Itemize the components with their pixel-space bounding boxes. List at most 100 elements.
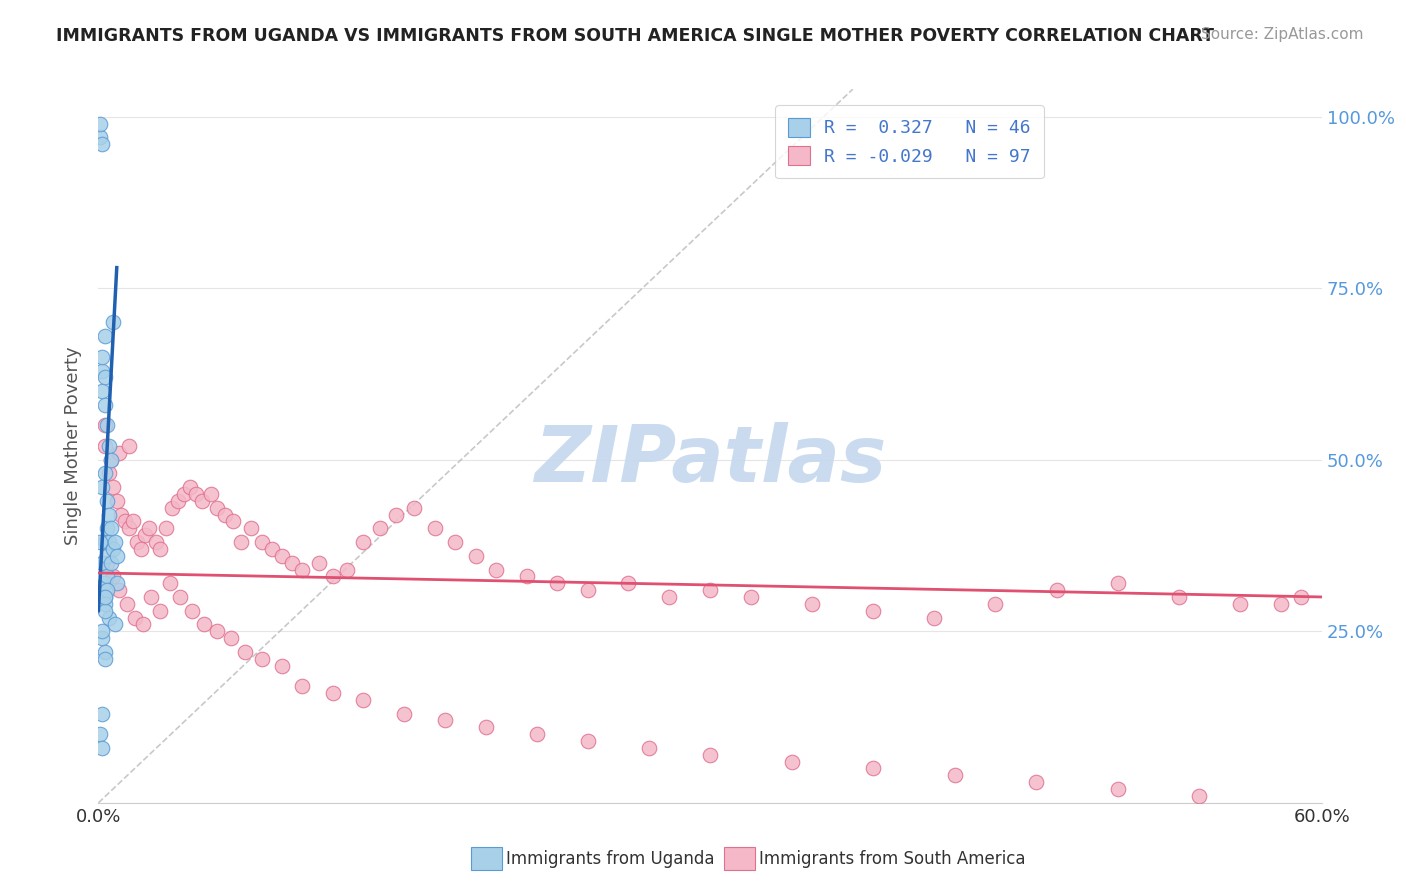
Point: [145, 535, 167, 549]
Point: [149, 541, 172, 556]
Point: [134, 528, 156, 542]
Point: [101, 316, 124, 330]
Point: [100, 452, 122, 467]
Point: [93, 418, 115, 433]
Point: [127, 535, 149, 549]
Point: [219, 631, 242, 645]
Point: [91, 590, 114, 604]
Point: [336, 562, 359, 576]
Point: [91, 556, 114, 570]
Point: [638, 740, 661, 755]
Point: [93, 590, 115, 604]
Point: [93, 535, 115, 549]
Point: [922, 610, 945, 624]
Point: [115, 597, 138, 611]
Point: [118, 439, 141, 453]
Point: [943, 768, 966, 782]
Point: [260, 541, 283, 556]
Point: [205, 500, 228, 515]
Point: [96, 556, 118, 570]
Point: [1107, 576, 1129, 591]
Point: [93, 398, 115, 412]
Point: [155, 521, 177, 535]
Point: [1167, 590, 1189, 604]
Point: [526, 727, 548, 741]
Point: [984, 597, 1007, 611]
Point: [322, 569, 344, 583]
Point: [516, 569, 538, 583]
Point: [392, 706, 416, 721]
Point: [546, 576, 568, 591]
Point: [434, 714, 457, 728]
Point: [444, 535, 467, 549]
Point: [423, 521, 446, 535]
Point: [93, 370, 115, 384]
Point: [291, 562, 314, 576]
Point: [100, 556, 122, 570]
Point: [404, 500, 426, 515]
Point: [93, 467, 115, 481]
Point: [91, 706, 114, 721]
Point: [193, 617, 215, 632]
Point: [100, 452, 122, 467]
Point: [101, 480, 124, 494]
Point: [96, 583, 118, 598]
Point: [96, 569, 118, 583]
Point: [91, 384, 114, 398]
Point: [114, 515, 136, 529]
Point: [91, 624, 114, 639]
Point: [699, 747, 721, 762]
Point: [1270, 597, 1292, 611]
Point: [240, 521, 263, 535]
Point: [801, 597, 824, 611]
Point: [96, 521, 118, 535]
Point: [576, 583, 599, 598]
Point: [186, 487, 208, 501]
Point: [862, 604, 884, 618]
Point: [1025, 775, 1047, 789]
Point: [97, 467, 120, 481]
Point: [780, 755, 803, 769]
Point: [91, 631, 114, 645]
Text: Immigrants from Uganda: Immigrants from Uganda: [506, 850, 714, 868]
Point: [96, 494, 118, 508]
Point: [93, 576, 115, 591]
Point: [160, 500, 183, 515]
Point: [191, 494, 214, 508]
Point: [91, 363, 114, 377]
Legend: R =  0.327   N = 46, R = -0.029   N = 97: R = 0.327 N = 46, R = -0.029 N = 97: [776, 105, 1043, 178]
Point: [352, 693, 374, 707]
Point: [222, 515, 245, 529]
Point: [233, 645, 256, 659]
Point: [89, 727, 111, 741]
Point: [91, 740, 114, 755]
Point: [100, 521, 122, 535]
Point: [93, 439, 115, 453]
Point: [97, 535, 120, 549]
Point: [105, 549, 128, 563]
Point: [291, 679, 314, 693]
Point: [108, 446, 131, 460]
Point: [1045, 583, 1069, 598]
Point: [104, 535, 127, 549]
Text: ZIPatlas: ZIPatlas: [534, 422, 886, 499]
Point: [169, 590, 191, 604]
Point: [105, 494, 128, 508]
Text: IMMIGRANTS FROM UGANDA VS IMMIGRANTS FROM SOUTH AMERICA SINGLE MOTHER POVERTY CO: IMMIGRANTS FROM UGANDA VS IMMIGRANTS FRO…: [56, 27, 1215, 45]
Point: [124, 610, 146, 624]
Point: [118, 521, 141, 535]
Point: [1107, 782, 1129, 797]
Point: [173, 487, 195, 501]
Point: [1291, 590, 1313, 604]
Point: [214, 508, 236, 522]
Point: [250, 535, 273, 549]
Point: [205, 624, 228, 639]
Point: [740, 590, 762, 604]
Point: [104, 617, 127, 632]
Point: [385, 508, 408, 522]
Point: [93, 329, 115, 343]
Point: [862, 762, 884, 776]
Point: [93, 645, 115, 659]
Point: [179, 480, 201, 494]
Point: [138, 521, 160, 535]
